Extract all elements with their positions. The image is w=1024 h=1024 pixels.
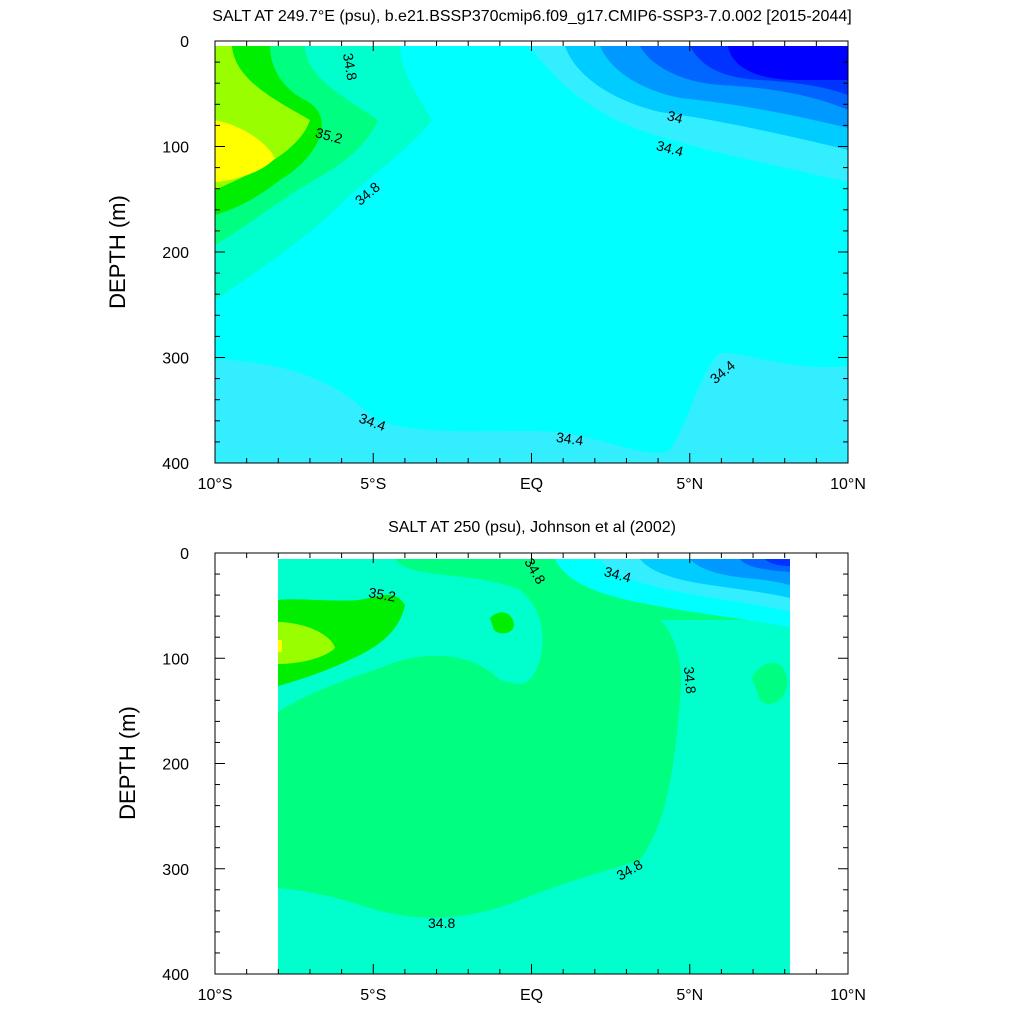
- panel-obs-title: SALT AT 250 (psu), Johnson et al (2002): [388, 519, 676, 536]
- fill-band-35p2-blob: [490, 612, 514, 634]
- x-tick-label: EQ: [520, 987, 543, 1004]
- x-tick-label: 10°N: [830, 476, 866, 493]
- fill-band-35p4: [278, 622, 335, 664]
- contour-label: 34.4: [655, 137, 686, 160]
- panel-model-axes: 10°S 5°S EQ 5°N 10°N 0 100 200 300 400: [162, 34, 866, 493]
- y-tick-label: 0: [180, 546, 189, 563]
- panel-obs-y-axis-label: DEPTH (m): [115, 706, 140, 820]
- panel-model-y-axis-label: DEPTH (m): [105, 195, 130, 309]
- fill-band-33p4-ne: [728, 46, 848, 80]
- fill-band-34p6-blob: [752, 662, 788, 704]
- y-tick-label: 300: [162, 862, 189, 879]
- x-tick-label: 5°S: [360, 987, 386, 1004]
- panel-obs: SALT AT 250 (psu), Johnson et al (2002) …: [115, 519, 866, 1004]
- fill-band-35p6: [278, 640, 282, 652]
- panel-obs-fill: [278, 559, 790, 974]
- contour-label: 34: [665, 107, 684, 127]
- fill-band-35p2: [278, 595, 405, 686]
- y-tick-label: 400: [162, 456, 189, 473]
- panel-model: SALT AT 249.7°E (psu), b.e21.BSSP370cmip…: [105, 8, 866, 493]
- contour-label: 35.2: [314, 124, 345, 147]
- panel-model-title: SALT AT 249.7°E (psu), b.e21.BSSP370cmip…: [212, 8, 851, 25]
- fill-band-34p4-deep: [215, 352, 848, 463]
- x-tick-label: 10°S: [198, 476, 233, 493]
- y-tick-label: 400: [162, 967, 189, 984]
- contour-label: 34.4: [555, 429, 584, 449]
- fill-band-35p0: [278, 559, 790, 918]
- y-tick-label: 0: [180, 34, 189, 51]
- x-tick-label: EQ: [520, 476, 543, 493]
- fill-band-33p2-ne: [765, 559, 790, 566]
- panel-model-fill: [215, 46, 848, 463]
- x-tick-label: 10°S: [198, 987, 233, 1004]
- y-tick-label: 100: [162, 651, 189, 668]
- x-tick-label: 10°N: [830, 987, 866, 1004]
- panel-obs-axes: 10°S 5°S EQ 5°N 10°N 0 100 200 300 400: [162, 546, 866, 1004]
- y-tick-label: 200: [162, 757, 189, 774]
- contour-label: 34.8: [428, 915, 455, 931]
- x-tick-label: 5°S: [360, 476, 386, 493]
- fill-band-35p6-sw: [215, 120, 275, 182]
- y-tick-label: 300: [162, 351, 189, 368]
- contour-label: 34.4: [602, 563, 633, 586]
- contour-label: 34.8: [681, 666, 699, 695]
- x-tick-label: 5°N: [676, 476, 703, 493]
- contour-label: 34.8: [340, 52, 361, 82]
- y-tick-label: 200: [162, 245, 189, 262]
- y-tick-label: 100: [162, 140, 189, 157]
- x-tick-label: 5°N: [676, 987, 703, 1004]
- contour-label: 35.2: [367, 584, 397, 605]
